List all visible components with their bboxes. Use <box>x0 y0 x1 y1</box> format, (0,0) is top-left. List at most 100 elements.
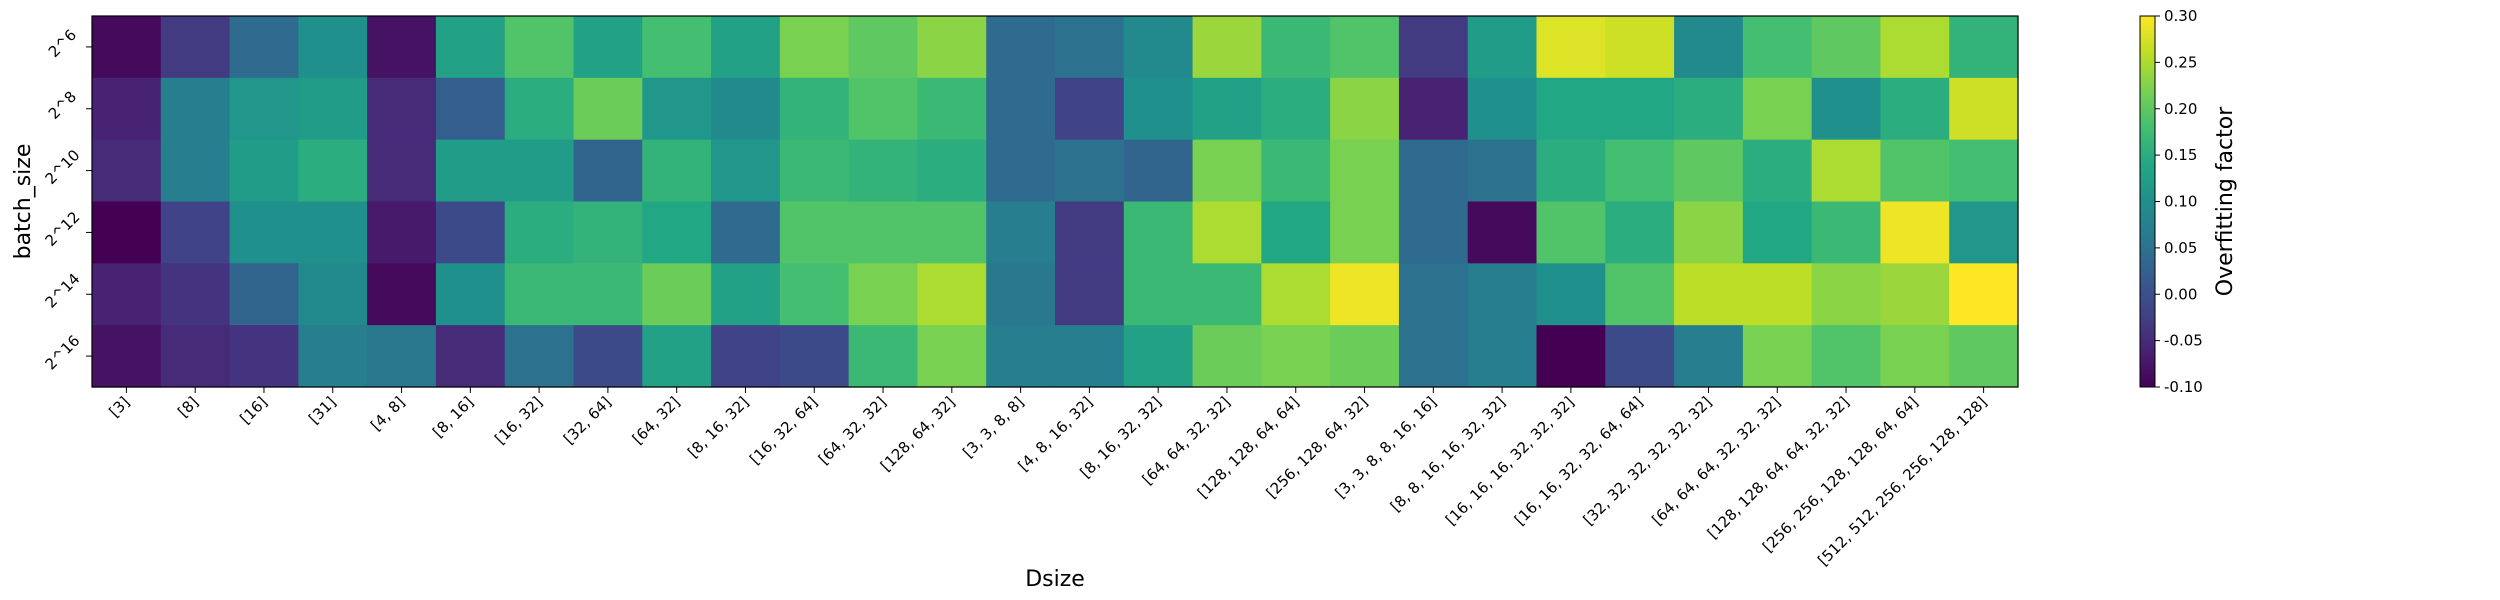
x-tick-label: [64, 32] <box>629 393 684 448</box>
heatmap-cell <box>1949 201 2019 264</box>
heatmap-cell <box>504 201 575 264</box>
heatmap-cell <box>1192 201 1262 264</box>
heatmap-cell <box>1605 201 1675 264</box>
heatmap-cell <box>642 139 712 203</box>
heatmap-cell <box>1536 263 1606 326</box>
heatmap-cell <box>711 325 781 388</box>
heatmap-cell <box>1330 139 1400 203</box>
heatmap-cell <box>986 16 1056 79</box>
heatmap-cell <box>1192 16 1262 79</box>
heatmap-cell <box>367 325 437 388</box>
heatmap-cell <box>1949 263 2019 326</box>
heatmap-cell <box>1605 325 1675 388</box>
heatmap-cell <box>92 201 162 264</box>
heatmap-cell <box>1674 325 1744 388</box>
heatmap-cell <box>229 16 299 79</box>
heatmap-cell <box>1674 201 1744 264</box>
heatmap-cell <box>986 325 1056 388</box>
heatmap-cell <box>92 77 162 141</box>
heatmap-cell <box>435 201 506 264</box>
x-axis-ticks: [3] [8] [16] [31] [4, 8] [8, 16] [16, 32] [32, … <box>105 387 1990 569</box>
y-tick-label: 2^14 <box>42 270 84 312</box>
heatmap-cell <box>1055 77 1125 141</box>
heatmap-cell <box>848 263 919 326</box>
heatmap-cell <box>1055 325 1125 388</box>
heatmap-cell <box>1811 263 1882 326</box>
heatmap-cell <box>1742 16 1813 79</box>
heatmap-cell <box>986 263 1056 326</box>
heatmap-cell <box>1674 139 1744 203</box>
heatmap-cell <box>1123 201 1194 264</box>
heatmap-cell <box>92 139 162 203</box>
colorbar-tick-label: 0.20 <box>2164 100 2197 118</box>
heatmap-cell <box>573 16 643 79</box>
heatmap-cell <box>642 16 712 79</box>
heatmap-cell <box>848 325 919 388</box>
heatmap-cell <box>504 139 575 203</box>
heatmap-cell <box>642 263 712 326</box>
heatmap-cell <box>1123 77 1194 141</box>
colorbar-tick-label: 0.30 <box>2164 7 2197 25</box>
heatmap-cell <box>573 201 643 264</box>
heatmap-cell <box>367 263 437 326</box>
heatmap-cell <box>1398 139 1469 203</box>
heatmap-cell <box>1398 16 1469 79</box>
heatmap-cell <box>1261 201 1331 264</box>
heatmap-cell <box>1880 263 1950 326</box>
heatmap-cell <box>1330 325 1400 388</box>
heatmap-cell <box>779 139 850 203</box>
heatmap-cell <box>642 201 712 264</box>
heatmap-cell <box>160 201 231 264</box>
heatmap-cell <box>435 139 506 203</box>
heatmap-cell <box>1055 139 1125 203</box>
heatmap-cell <box>1949 325 2019 388</box>
heatmap-cell <box>298 139 368 203</box>
heatmap-cell <box>435 263 506 326</box>
heatmap-cell <box>1880 325 1950 388</box>
heatmap-cell <box>298 263 368 326</box>
heatmap-cell <box>229 325 299 388</box>
heatmap-cell <box>711 201 781 264</box>
x-tick-label: [16, 16, 32, 32, 64, 64] <box>1511 393 1647 529</box>
heatmap-cell <box>779 77 850 141</box>
heatmap-cell <box>1605 139 1675 203</box>
heatmap-cell <box>1742 325 1813 388</box>
heatmap-cell <box>1467 139 1538 203</box>
heatmap-cell <box>573 139 643 203</box>
heatmap-cell <box>1123 139 1194 203</box>
heatmap-cell <box>229 263 299 326</box>
heatmap-cell <box>1742 201 1813 264</box>
heatmap-cell <box>1123 16 1194 79</box>
heatmap-cell <box>1398 201 1469 264</box>
heatmap-cell <box>1192 139 1262 203</box>
heatmap-cell <box>160 16 231 79</box>
x-tick-label: [16, 32, 64] <box>746 393 821 468</box>
heatmap-cell <box>1605 77 1675 141</box>
heatmap-cell <box>435 77 506 141</box>
heatmap-cell <box>917 16 987 79</box>
x-tick-label: [16] <box>236 393 271 428</box>
heatmap-cell <box>1674 16 1744 79</box>
heatmap-cell <box>1330 263 1400 326</box>
heatmap-cell <box>298 77 368 141</box>
heatmap-cell <box>1055 16 1125 79</box>
heatmap-cell <box>1605 16 1675 79</box>
heatmap-cell <box>1467 16 1538 79</box>
heatmap-cell <box>1949 77 2019 141</box>
colorbar-tick-label: 0.00 <box>2164 285 2197 303</box>
heatmap-cell <box>779 16 850 79</box>
heatmap-cell <box>229 201 299 264</box>
heatmap-cell <box>711 263 781 326</box>
x-tick-label: [128, 128, 64, 64, 32, 32] <box>1704 393 1853 542</box>
heatmap-cell <box>711 16 781 79</box>
heatmap-cell <box>1880 201 1950 264</box>
heatmap-cell <box>1536 201 1606 264</box>
x-tick-label: [8, 8, 16, 16, 32, 32] <box>1387 393 1509 515</box>
heatmap-cell <box>367 77 437 141</box>
x-tick-label: [64, 32, 32] <box>815 393 890 468</box>
colorbar-tick-label: -0.10 <box>2164 378 2203 396</box>
x-tick-label: [16, 32] <box>491 393 546 448</box>
heatmap-cell <box>1055 263 1125 326</box>
heatmap-cell <box>1398 263 1469 326</box>
heatmap-cell <box>298 325 368 388</box>
